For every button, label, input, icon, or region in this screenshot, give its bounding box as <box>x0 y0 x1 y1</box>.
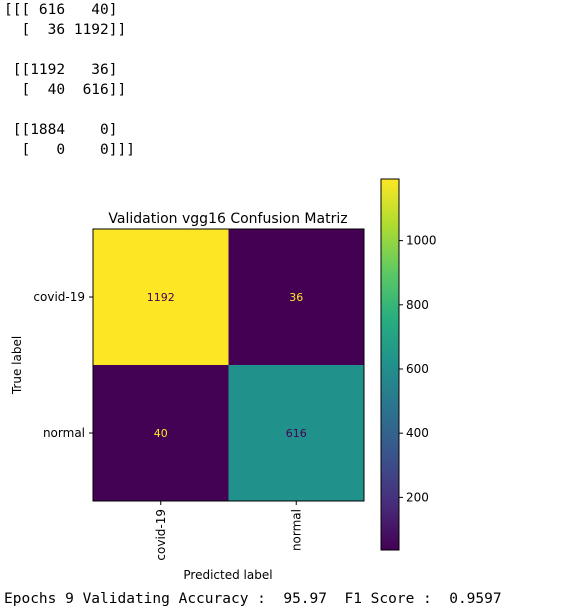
metrics-footer: Epochs 9 Validating Accuracy : 95.97 F1 … <box>4 591 502 607</box>
y-tick-label: normal <box>43 426 85 440</box>
heatmap-cells <box>93 229 364 501</box>
console-line: [ 36 1192]] <box>4 22 127 38</box>
x-tick-label: covid-19 <box>154 509 168 561</box>
confusion-matrix-figure: Validation vgg16 Confusion Matriz 1192 36… <box>10 178 437 582</box>
y-tick-label: covid-19 <box>33 290 85 304</box>
y-axis-ticks: covid-19 normal <box>33 290 93 440</box>
colorbar-ticks: 200 400 600 800 1000 <box>399 234 437 504</box>
plot-frame <box>92 228 365 502</box>
heatmap-cell <box>93 365 229 501</box>
console-output: [[[ 616 40] [ 36 1192]] [[1192 36] [ 40 … <box>4 0 135 160</box>
heatmap-cell <box>228 365 364 501</box>
console-line: [[[ 616 40] <box>4 2 118 18</box>
y-axis-label: True label <box>10 336 24 395</box>
heatmap-cell <box>93 229 229 365</box>
heatmap-cell-labels: 1192 36 40 616 <box>147 291 307 440</box>
colorbar-tick-label: 1000 <box>406 234 437 248</box>
colorbar-tick-label: 600 <box>406 362 429 376</box>
x-axis-label: Predicted label <box>183 568 272 582</box>
chart-title: Validation vgg16 Confusion Matriz <box>108 211 347 227</box>
heatmap-cell <box>228 229 364 365</box>
colorbar <box>380 178 400 551</box>
console-line: [ 40 616]] <box>4 82 127 98</box>
cell-value-label: 616 <box>286 427 307 440</box>
console-line: [ 0 0]]] <box>4 142 135 158</box>
console-line: [[1192 36] <box>4 62 118 78</box>
cell-value-label: 36 <box>289 291 303 304</box>
colorbar-tick-label: 400 <box>406 426 429 440</box>
x-tick-label: normal <box>289 509 303 551</box>
colorbar-tick-label: 800 <box>406 298 429 312</box>
cell-value-label: 40 <box>154 427 168 440</box>
x-axis-ticks: covid-19 normal <box>154 501 303 561</box>
console-line <box>4 40 135 60</box>
colorbar-tick-label: 200 <box>406 490 429 504</box>
cell-value-label: 1192 <box>147 291 175 304</box>
console-line: [[1884 0] <box>4 122 118 138</box>
console-line <box>4 100 135 120</box>
